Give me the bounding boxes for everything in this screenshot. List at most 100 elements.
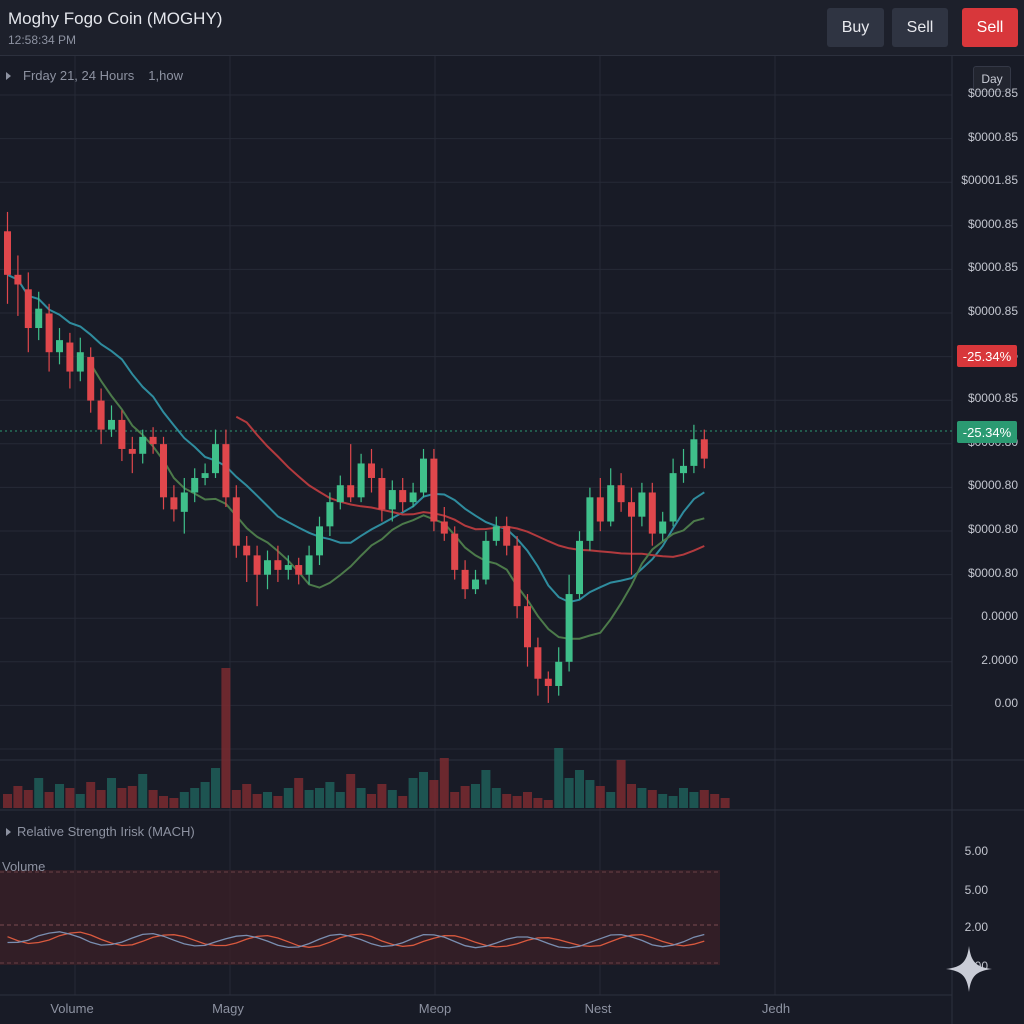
clock-time: 12:58:34 PM	[8, 33, 77, 47]
volume-bar	[575, 770, 584, 808]
candle-body	[180, 492, 188, 512]
candle-body	[212, 444, 219, 474]
candle-body	[87, 357, 95, 401]
rsi-panel-title[interactable]: Relative Strength Irisk (MACH)	[6, 824, 195, 839]
price-axis-label: $0000.85	[967, 304, 1018, 318]
volume-bar	[564, 778, 574, 808]
volume-bar	[283, 788, 293, 808]
candle-body	[544, 678, 552, 686]
volume-bar	[481, 770, 491, 808]
candle-body	[440, 521, 448, 534]
buy-button[interactable]: Buy	[827, 8, 884, 47]
candle-body	[357, 463, 365, 498]
volume-bar	[689, 792, 699, 808]
sell-market-button[interactable]: Sell	[962, 8, 1018, 47]
volume-bar	[200, 782, 210, 808]
candle-body	[274, 560, 282, 570]
volume-bar	[627, 784, 636, 808]
price-chart[interactable]	[0, 56, 1024, 1024]
ma-fast-line	[7, 273, 705, 604]
volume-bar	[523, 792, 532, 808]
rsi-line	[7, 931, 705, 948]
volume-bar	[179, 792, 189, 808]
candle-body	[482, 540, 490, 580]
volume-bar	[148, 790, 158, 808]
candle-body	[66, 342, 74, 372]
price-axis-label: 0.00	[994, 696, 1018, 711]
volume-bar	[419, 772, 428, 808]
volume-bar	[263, 792, 272, 808]
candle-body	[388, 490, 396, 510]
chevron-right-icon[interactable]	[6, 827, 11, 836]
rsi-axis-label: 5.00	[964, 883, 988, 897]
candle-body	[461, 569, 469, 590]
volume-bar	[387, 790, 397, 808]
candle-body	[628, 502, 635, 517]
instrument-title: Moghy Fogo Coin (MOGHY)	[8, 9, 223, 28]
price-axis-label: $0000.85	[967, 86, 1018, 100]
legend-interval: 1,how	[148, 68, 183, 83]
volume-bar	[502, 794, 512, 808]
rsi-axis-label: 2.00	[964, 920, 988, 934]
candle-body	[191, 477, 199, 493]
volume-bar	[96, 790, 106, 808]
interval-day-button[interactable]: Day	[973, 66, 1011, 92]
volume-bar	[65, 788, 75, 808]
candle-body	[607, 485, 615, 522]
candle-body	[128, 448, 136, 454]
price-axis-label: $0000.85	[967, 260, 1018, 275]
volume-bar	[367, 794, 376, 808]
volume-bar	[512, 796, 522, 808]
volume-bar	[107, 778, 116, 808]
volume-bar	[356, 788, 366, 808]
volume-bar	[190, 788, 200, 808]
volume-bar	[3, 794, 12, 808]
time-axis-label: Nest	[584, 1001, 612, 1016]
sell-button[interactable]: Sell	[892, 8, 948, 47]
candle-body	[336, 485, 344, 503]
volume-bar	[34, 778, 44, 808]
volume-bar	[325, 782, 335, 808]
candle-body	[576, 540, 583, 595]
volume-bars	[3, 668, 730, 808]
price-axis-label: $00001.85	[961, 173, 1018, 188]
candle-body	[555, 661, 563, 686]
candle-body	[596, 497, 604, 522]
candle-body	[264, 560, 271, 575]
chevron-right-icon[interactable]	[6, 71, 11, 80]
volume-bar	[13, 786, 23, 808]
volume-bar	[377, 784, 387, 808]
volume-bar	[252, 794, 262, 808]
candle-body	[430, 458, 438, 522]
candle-body	[97, 400, 105, 430]
rsi-axis-label: 5.00	[964, 844, 988, 858]
candle-body	[680, 465, 687, 474]
candle-body	[347, 485, 355, 498]
sparkle-icon	[946, 946, 992, 992]
volume-bar	[242, 784, 252, 808]
candle-body	[378, 477, 386, 510]
candle-body	[690, 439, 698, 466]
change-badge-red: -25.34%	[957, 345, 1017, 367]
ma-long-line	[89, 363, 705, 640]
candle-body	[35, 308, 43, 329]
volume-bar	[720, 798, 730, 808]
candlesticks	[4, 211, 708, 703]
rsi-title-label: Relative Strength Irisk (MACH)	[17, 824, 195, 839]
candle-body	[243, 545, 251, 556]
candle-body	[617, 485, 625, 503]
candle-body	[316, 526, 323, 556]
candle-body	[492, 526, 500, 541]
candle-body	[326, 502, 334, 527]
candle-body	[284, 565, 292, 570]
candle-body	[638, 492, 646, 517]
chart-grid	[0, 56, 1024, 1024]
candle-body	[503, 526, 511, 546]
chart-legend[interactable]: Frday 21, 24 Hours 1,how	[6, 68, 183, 83]
price-axis-label: $0000.85	[967, 391, 1018, 406]
candle-body	[56, 340, 63, 353]
volume-bar	[637, 788, 647, 808]
volume-bar	[304, 790, 314, 808]
candle-body	[118, 419, 126, 449]
candle-body	[409, 492, 417, 503]
